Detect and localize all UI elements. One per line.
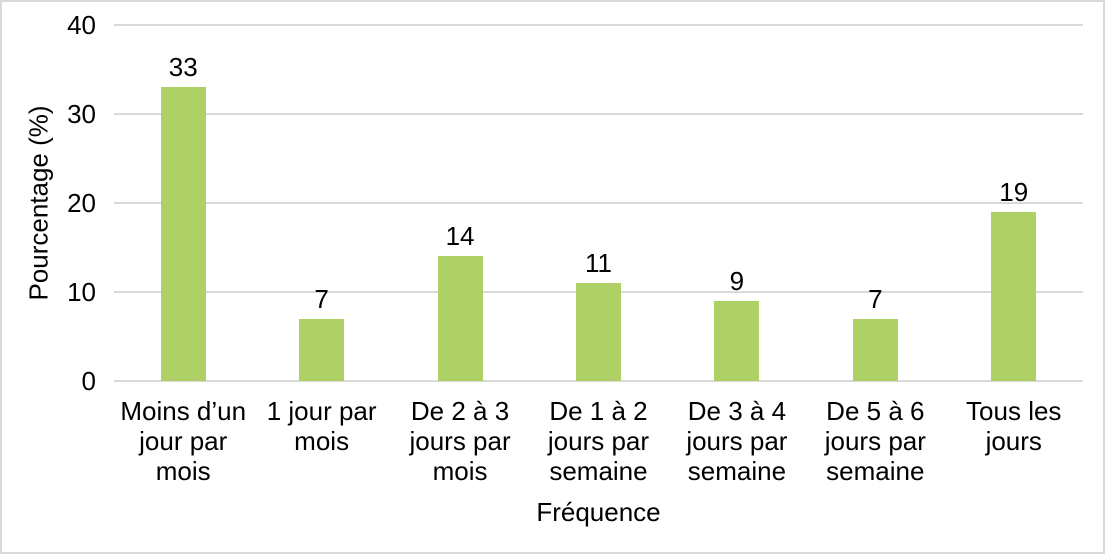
bar <box>852 318 898 381</box>
bar-column: 7 <box>806 25 944 381</box>
bar-column: 11 <box>529 25 667 381</box>
y-tick-label-20: 20 <box>67 188 96 218</box>
bar <box>299 318 345 381</box>
bar-value-label: 9 <box>729 265 745 296</box>
gridline-30 <box>114 113 1083 115</box>
bar <box>437 256 483 381</box>
bar <box>991 211 1037 381</box>
bar-series: 33 7 14 11 9 7 19 <box>114 25 1083 381</box>
plot-area: 33 7 14 11 9 7 19 <box>114 24 1083 382</box>
bar-value-label: 11 <box>584 248 612 279</box>
bar <box>575 283 621 381</box>
bar <box>714 300 760 381</box>
bar <box>160 87 206 381</box>
category-label: 1 jour par mois <box>266 396 377 456</box>
category-label: De 2 à 3 jours par mois <box>409 396 511 486</box>
bar-value-label: 19 <box>999 176 1029 207</box>
gridline-20 <box>114 202 1083 204</box>
x-axis-title: Fréquence <box>536 497 661 527</box>
bar-column: 9 <box>668 25 806 381</box>
category-label: Moins d’un jour par mois <box>120 396 247 486</box>
category-label: De 5 à 6 jours par semaine <box>824 396 926 486</box>
y-axis-ticks: 0 10 20 30 40 <box>2 10 96 396</box>
bar-value-label: 33 <box>168 52 198 83</box>
bar-value-label: 7 <box>868 283 883 314</box>
bar-column: 19 <box>945 25 1083 381</box>
x-axis-category-labels: Moins d’un jour par mois 1 jour par mois D… <box>114 396 1083 486</box>
y-tick-label-30: 30 <box>67 99 96 129</box>
bar-value-label: 7 <box>314 283 329 314</box>
bar-value-label: 14 <box>445 221 475 252</box>
y-tick-label-0: 0 <box>81 366 96 396</box>
bar-column: 33 <box>114 25 252 381</box>
category-label: Tous les jours <box>966 396 1062 456</box>
category-label: De 3 à 4 jours par semaine <box>686 396 788 486</box>
bar-column: 7 <box>252 25 390 381</box>
category-label: De 1 à 2 jours par semaine <box>547 396 650 486</box>
gridline-40 <box>114 24 1083 26</box>
y-tick-label-40: 40 <box>67 10 96 40</box>
y-tick-label-10: 10 <box>67 277 96 307</box>
gridline-0 <box>114 380 1083 382</box>
bar-column: 14 <box>391 25 529 381</box>
